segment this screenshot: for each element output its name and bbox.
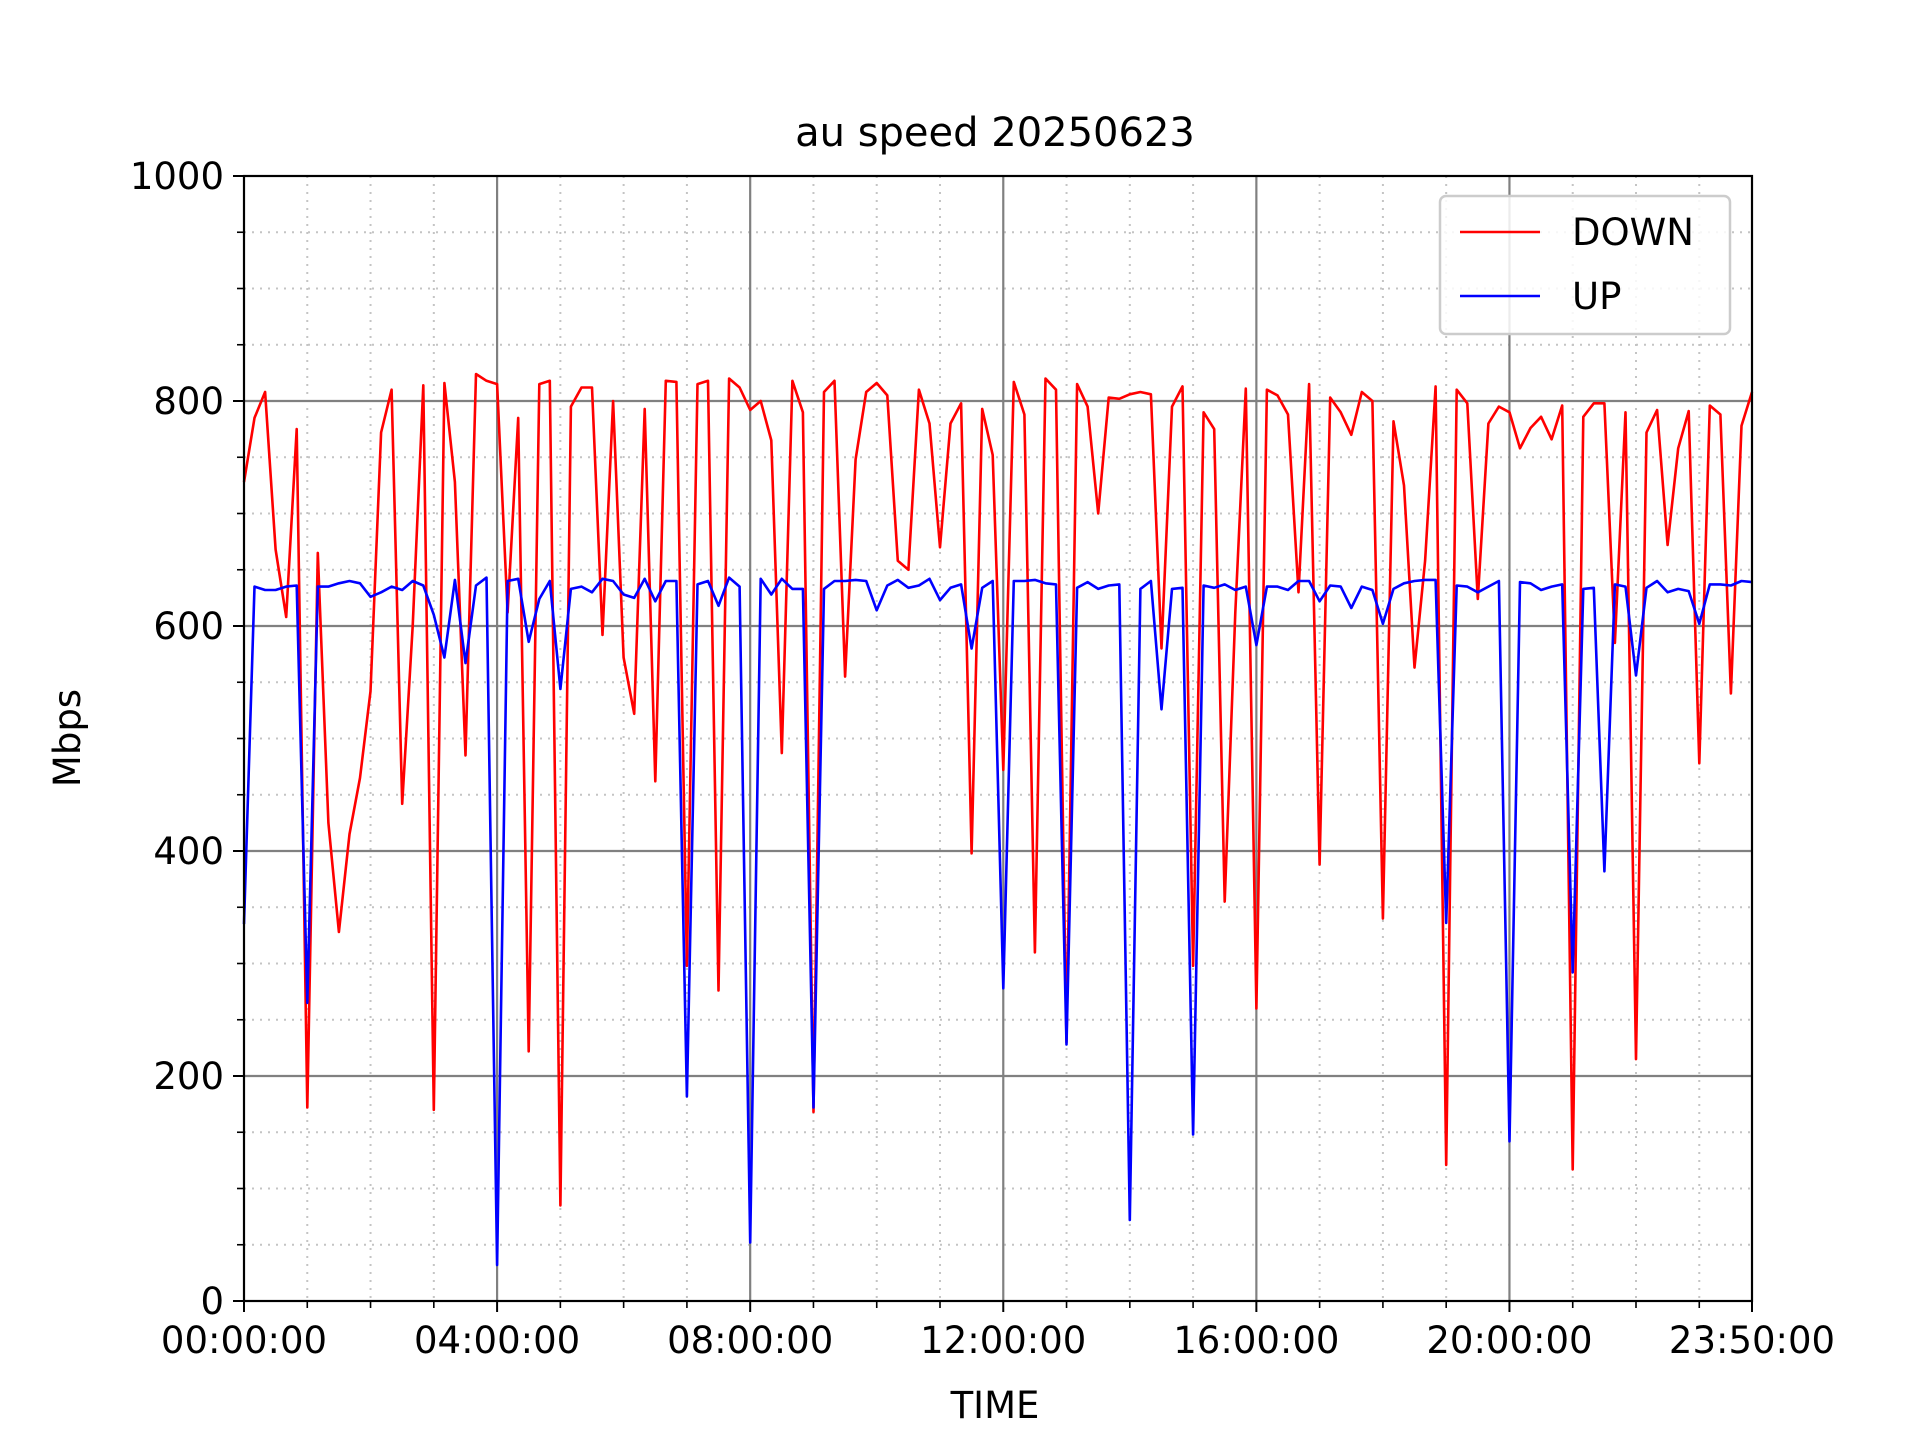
x-axis-label: TIME [950, 1384, 1040, 1427]
x-tick-label: 08:00:00 [667, 1319, 833, 1362]
series-line-up [242, 576, 1753, 1267]
legend-down-label: DOWN [1572, 211, 1694, 254]
x-tick-label: 23:50:00 [1669, 1319, 1835, 1362]
y-tick-label: 200 [153, 1055, 224, 1098]
legend-box [1438, 194, 1732, 336]
x-tick-label: 04:00:00 [414, 1319, 580, 1362]
x-tick-label: 12:00:00 [920, 1319, 1086, 1362]
x-tick-label: 20:00:00 [1426, 1319, 1592, 1362]
legend: DOWN UP [1438, 194, 1732, 336]
y-tick-label: 800 [153, 380, 224, 423]
axis-ticks: 00:00:00 04:00:00 08:00:00 12:00:00 16:00:00… [130, 155, 1835, 1362]
legend-up-label: UP [1572, 275, 1621, 318]
chart-title: au speed 20250623 [795, 110, 1195, 156]
series-line-down [242, 372, 1754, 1207]
y-tick-label: 0 [200, 1280, 224, 1323]
x-tick-label: 16:00:00 [1173, 1319, 1339, 1362]
y-tick-label: 400 [153, 830, 224, 873]
x-tick-label: 00:00:00 [161, 1319, 327, 1362]
y-axis-label: Mbps [46, 689, 89, 787]
series-layer [242, 372, 1754, 1267]
y-tick-label: 1000 [130, 155, 224, 198]
y-tick-label: 600 [153, 605, 224, 648]
